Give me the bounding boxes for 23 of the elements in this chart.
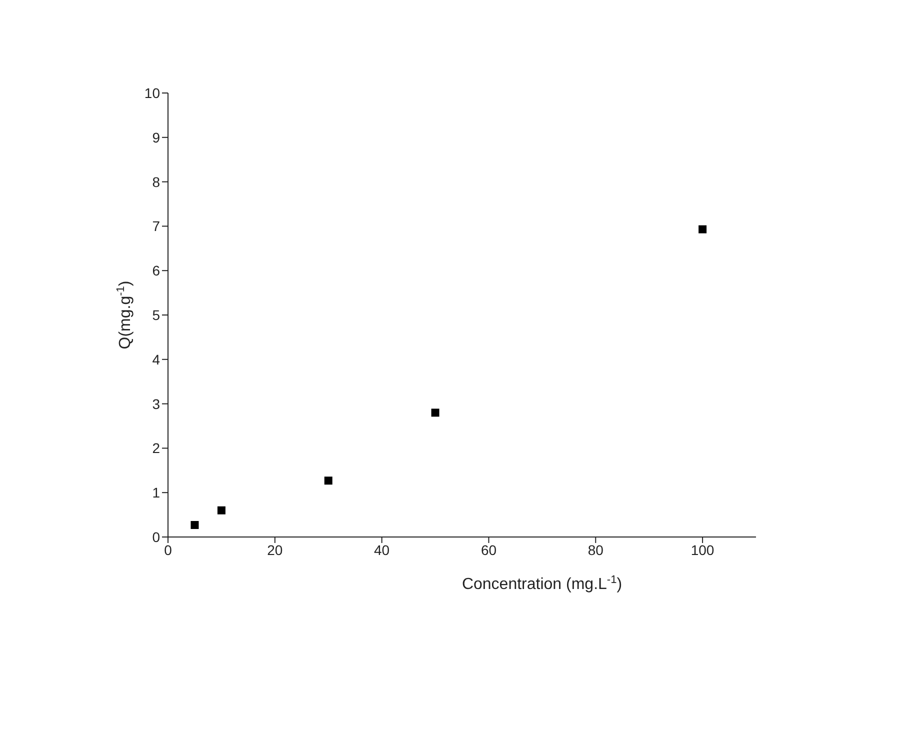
point xyxy=(217,506,226,514)
y-tick-label: 1 xyxy=(152,484,160,501)
x-tick-label: 60 xyxy=(480,542,497,558)
point xyxy=(431,408,440,417)
y-tick-label: 8 xyxy=(152,174,160,190)
y-tick-label: 2 xyxy=(152,440,160,456)
x-tick-label: 100 xyxy=(690,542,714,558)
y-tick-label: 5 xyxy=(152,306,160,323)
y-tick-label: 10 xyxy=(144,84,160,101)
y-tick-label: 0 xyxy=(152,528,160,545)
y-tick-label: 4 xyxy=(152,351,160,368)
y-tick-label: 9 xyxy=(152,129,160,146)
point xyxy=(324,476,332,485)
point xyxy=(698,225,707,234)
y-tick-label: 3 xyxy=(152,396,160,412)
x-tick-label: 0 xyxy=(164,542,172,558)
y-tick-label: 7 xyxy=(152,218,160,234)
x-tick-label: 80 xyxy=(588,542,604,558)
x-axis-title: Concentration (mg.L$^{-1}$) xyxy=(462,574,622,593)
y-tick-label: 6 xyxy=(152,262,160,279)
x-tick-label: 40 xyxy=(374,542,390,558)
x-tick-label: 20 xyxy=(267,542,283,558)
point xyxy=(190,521,199,530)
